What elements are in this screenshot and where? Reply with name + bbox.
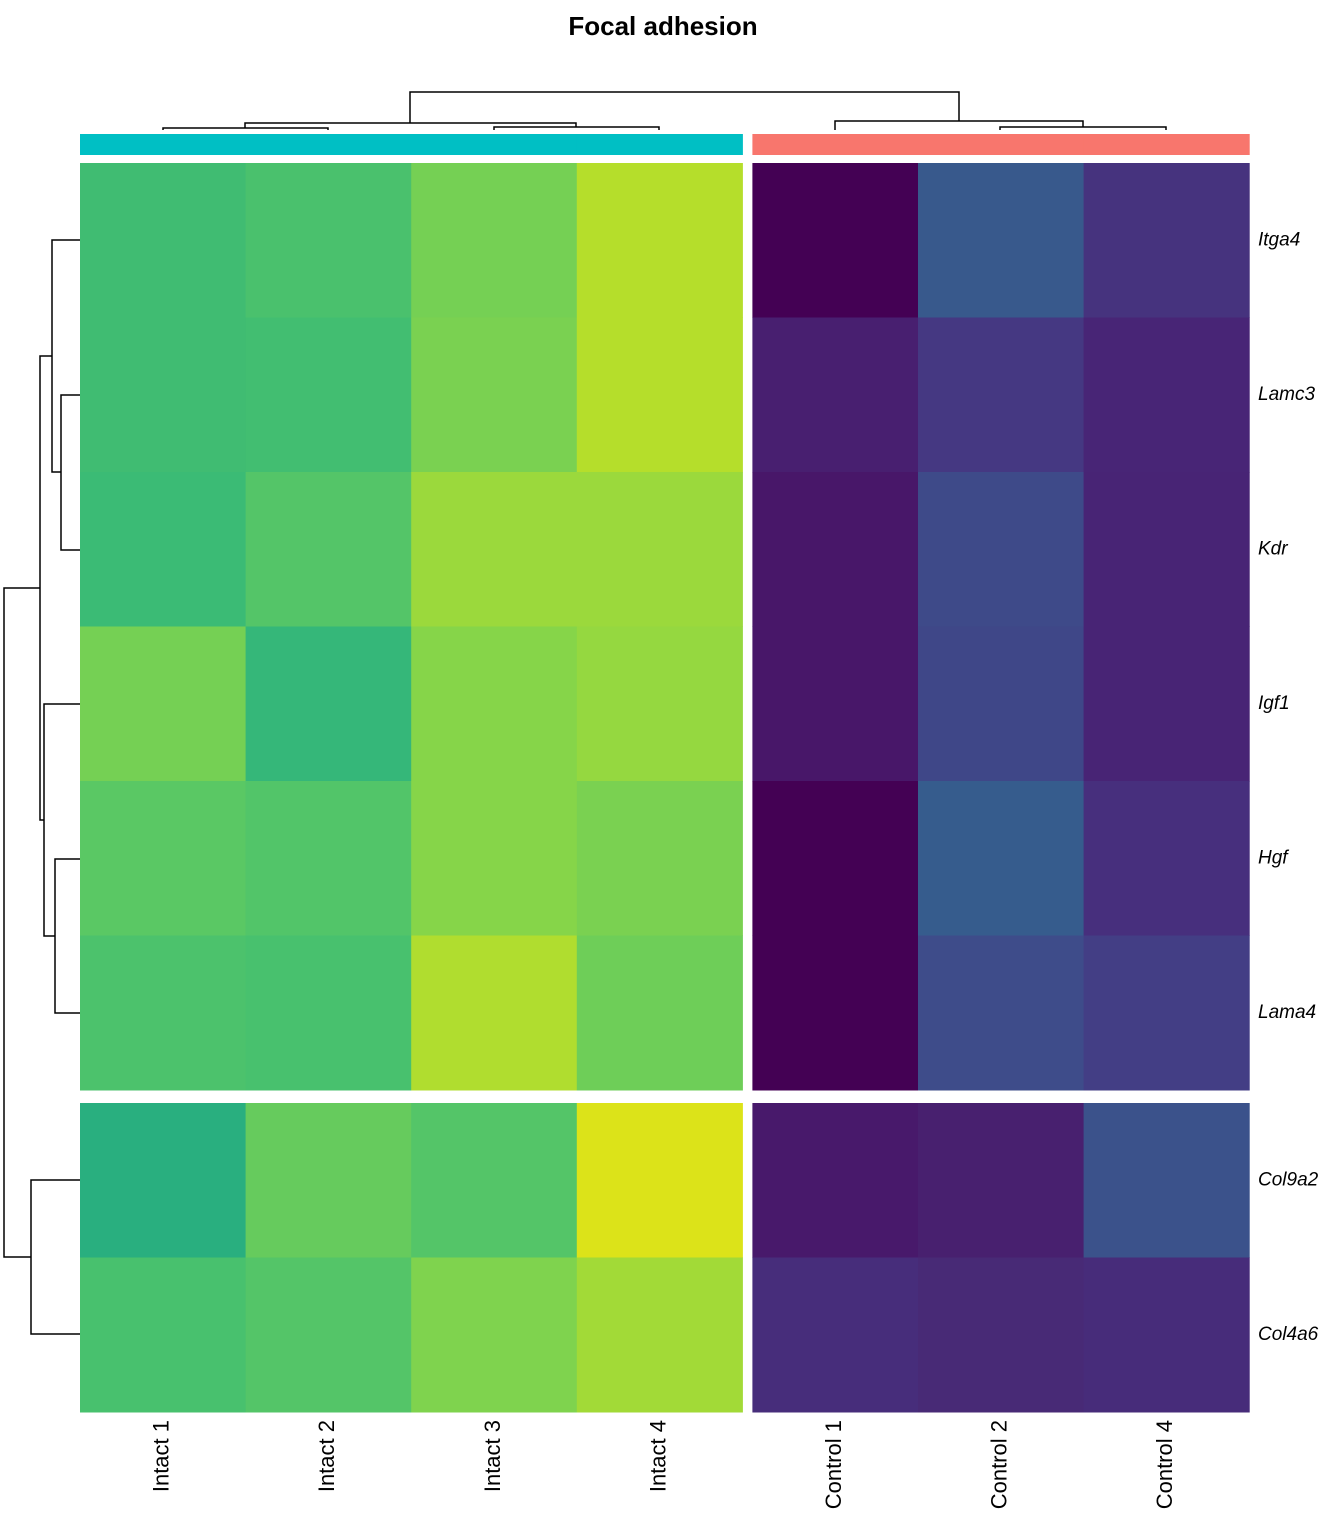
heatmap-cell — [245, 626, 412, 782]
heatmap-cell — [245, 781, 412, 936]
heatmap-cell — [80, 317, 247, 473]
heatmap-cell — [411, 163, 578, 318]
heatmap-cell — [80, 163, 247, 318]
heatmap-cell — [1083, 317, 1250, 473]
heatmap-cell — [752, 781, 919, 936]
heatmap-cell — [576, 472, 743, 627]
heatmap-cell — [576, 1257, 743, 1413]
column-annotation — [1083, 134, 1250, 155]
heatmap-cell — [1083, 1103, 1250, 1258]
column-label: Control 2 — [987, 1420, 1012, 1509]
row-label: Itga4 — [1258, 229, 1300, 250]
heatmap-cell — [245, 472, 412, 627]
heatmap-cell — [918, 163, 1085, 318]
heatmap-cell — [411, 626, 578, 782]
heatmap-cell — [752, 1103, 919, 1258]
heatmap-cell — [752, 935, 919, 1091]
heatmap-cell — [918, 1257, 1085, 1413]
column-annotation — [918, 134, 1085, 155]
heatmap-cell — [80, 472, 247, 627]
heatmap-cell — [918, 626, 1085, 782]
column-label: Intact 1 — [149, 1420, 174, 1492]
heatmap-cell — [576, 626, 743, 782]
heatmap-cell — [1083, 626, 1250, 782]
row-label: Igf1 — [1258, 693, 1290, 714]
heatmap-cell — [1083, 163, 1250, 318]
heatmap-cell — [245, 935, 412, 1091]
heatmap-cell — [918, 935, 1085, 1091]
column-label: Control 1 — [821, 1420, 846, 1509]
heatmap-cell — [80, 1257, 247, 1413]
row-label: Lamc3 — [1258, 384, 1315, 405]
heatmap-cell — [752, 163, 919, 318]
heatmap-cell — [80, 626, 247, 782]
heatmap-cell — [1083, 472, 1250, 627]
column-annotation — [80, 134, 247, 155]
heatmap-cell — [576, 163, 743, 318]
column-label: Intact 2 — [314, 1420, 339, 1492]
column-annotation — [576, 134, 743, 155]
heatmap-cell — [918, 317, 1085, 473]
heatmap-cell — [80, 935, 247, 1091]
heatmap-cell — [1083, 1257, 1250, 1413]
row-label: Col4a6 — [1258, 1324, 1319, 1345]
heatmap-cell — [1083, 935, 1250, 1091]
chart-title: Focal adhesion — [568, 11, 757, 41]
heatmap-cell — [411, 935, 578, 1091]
column-dendrogram — [162, 91, 1167, 130]
heatmap-cell — [576, 317, 743, 473]
heatmap-cell — [80, 1103, 247, 1258]
heatmap-cell — [576, 781, 743, 936]
heatmap-cell — [411, 1103, 578, 1258]
row-label: Col9a2 — [1258, 1169, 1319, 1190]
column-annotation — [245, 134, 412, 155]
heatmap-cell — [1083, 781, 1250, 936]
column-label: Intact 3 — [480, 1420, 505, 1492]
row-dendrogram — [3, 239, 80, 1335]
heatmap-cell — [576, 1103, 743, 1258]
column-annotation — [411, 134, 578, 155]
heatmap-cell — [752, 472, 919, 627]
heatmap-cell — [245, 1103, 412, 1258]
heatmap-cell — [576, 935, 743, 1091]
row-label: Kdr — [1258, 538, 1288, 559]
column-label: Control 4 — [1152, 1420, 1177, 1509]
heatmap-cell — [411, 1257, 578, 1413]
heatmap-cell — [918, 472, 1085, 627]
column-annotation — [752, 134, 919, 155]
heatmap-cell — [411, 472, 578, 627]
heatmap-cell — [80, 781, 247, 936]
heatmap-cell — [245, 1257, 412, 1413]
heatmap-cell — [245, 317, 412, 473]
heatmap-cell — [752, 317, 919, 473]
heatmap-cell — [411, 317, 578, 473]
heatmap-cell — [918, 1103, 1085, 1258]
heatmap-cell — [245, 163, 412, 318]
row-label: Lama4 — [1258, 1002, 1316, 1023]
heatmap-cell — [752, 1257, 919, 1413]
row-label: Hgf — [1258, 847, 1289, 868]
heatmap-cell — [411, 781, 578, 936]
heatmap-cell — [752, 626, 919, 782]
column-label: Intact 4 — [645, 1420, 670, 1492]
heatmap-cell — [918, 781, 1085, 936]
